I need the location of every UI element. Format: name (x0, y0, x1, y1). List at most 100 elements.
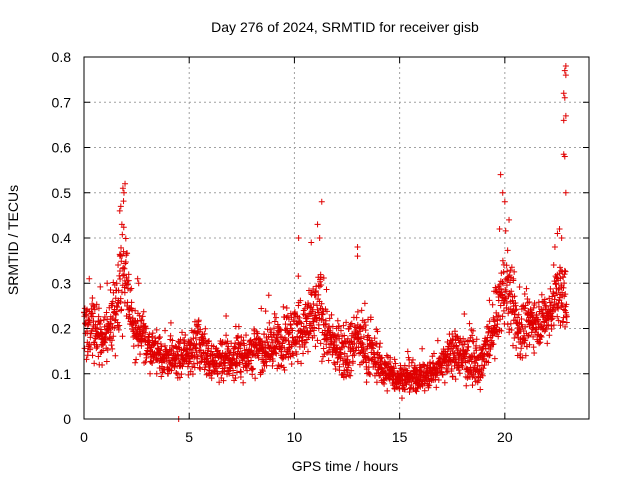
data-point (118, 306, 125, 313)
data-point (93, 301, 100, 308)
data-point (320, 353, 327, 360)
data-point (486, 352, 493, 359)
data-point (226, 370, 233, 377)
data-point (483, 338, 490, 345)
data-point (233, 355, 240, 362)
data-point (332, 336, 339, 343)
data-point (343, 319, 350, 326)
data-point (142, 329, 149, 336)
data-point (298, 360, 305, 367)
data-point (530, 304, 537, 311)
data-point (192, 345, 199, 352)
data-point (562, 72, 569, 79)
data-point (245, 361, 252, 368)
data-point (434, 337, 441, 344)
data-point (522, 305, 529, 312)
data-point (111, 324, 118, 331)
data-point (230, 367, 237, 374)
data-point (273, 334, 280, 341)
data-point (271, 318, 278, 325)
data-point (391, 356, 398, 363)
axis-ticks (83, 56, 589, 420)
data-point (443, 369, 450, 376)
data-point (449, 373, 456, 380)
data-point (193, 349, 200, 356)
data-point (419, 345, 426, 352)
data-point (107, 329, 114, 336)
y-tick-label: 0.1 (52, 366, 72, 382)
data-point (354, 329, 361, 336)
data-point (236, 361, 243, 368)
data-point (508, 264, 515, 271)
data-point (273, 350, 280, 357)
data-point (318, 282, 325, 289)
data-point (536, 340, 543, 347)
data-point (486, 352, 493, 359)
data-point (491, 355, 498, 362)
data-point (124, 250, 131, 257)
data-point (318, 300, 325, 307)
data-point (455, 367, 462, 374)
data-point (499, 291, 506, 298)
data-point (378, 354, 385, 361)
data-point (176, 374, 183, 381)
data-point (125, 277, 132, 284)
data-point (222, 362, 229, 369)
data-point (495, 333, 502, 340)
data-point (521, 337, 528, 344)
data-point (107, 286, 114, 293)
data-point (332, 365, 339, 372)
data-point (433, 384, 440, 391)
data-point (87, 346, 94, 353)
data-point (178, 371, 185, 378)
data-point (88, 330, 95, 337)
data-point (555, 305, 562, 312)
data-point (506, 272, 513, 279)
data-point (224, 338, 231, 345)
data-point (196, 347, 203, 354)
data-point (97, 283, 104, 290)
data-point (276, 339, 283, 346)
data-point (326, 315, 333, 322)
data-point (231, 343, 238, 350)
data-point (465, 343, 472, 350)
data-point (412, 365, 419, 372)
y-tick-label: 0.8 (52, 49, 72, 65)
data-point (555, 317, 562, 324)
data-point (460, 341, 467, 348)
data-point (563, 301, 570, 308)
data-point (252, 375, 259, 382)
data-point (406, 363, 413, 370)
data-point (500, 280, 507, 287)
data-point (320, 316, 327, 323)
data-point (557, 275, 564, 282)
data-point (119, 231, 126, 238)
data-point (269, 348, 276, 355)
data-point (511, 334, 518, 341)
data-point (221, 359, 228, 366)
data-point (459, 359, 466, 366)
data-point (351, 351, 358, 358)
data-point (525, 332, 532, 339)
data-point (560, 117, 567, 124)
data-point (100, 316, 107, 323)
data-point (402, 386, 409, 393)
data-point (546, 295, 553, 302)
data-point (232, 374, 239, 381)
data-point (120, 264, 127, 271)
data-point (203, 371, 210, 378)
data-point (294, 358, 301, 365)
data-point (100, 347, 107, 354)
data-point (435, 376, 442, 383)
data-point (287, 353, 294, 360)
data-point (528, 309, 535, 316)
data-point (561, 280, 568, 287)
data-point (499, 279, 506, 286)
data-point (126, 311, 133, 318)
data-point (153, 326, 160, 333)
data-point (347, 321, 354, 328)
data-point (479, 372, 486, 379)
data-point (377, 358, 384, 365)
data-point (90, 302, 97, 309)
